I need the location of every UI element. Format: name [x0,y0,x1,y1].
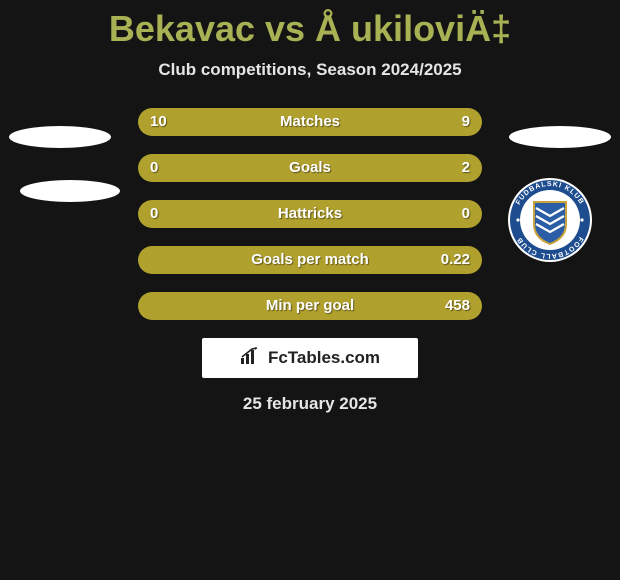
stat-label: Min per goal [138,292,482,320]
stat-row: Min per goal 458 [138,292,482,320]
page-title: Bekavac vs Å ukiloviÄ‡ [0,0,620,50]
stat-label: Matches [138,108,482,136]
right-club-badge: FUDBALSKI KLUB FOOTBALL CLUB [500,178,600,262]
stat-right-value: 9 [462,108,470,136]
brand-text: FcTables.com [268,348,380,368]
left-badge-1 [9,126,111,148]
left-badge-2 [20,180,120,202]
brand-box: FcTables.com [202,338,418,378]
stat-right-value: 2 [462,154,470,182]
right-badge-1 [509,126,611,148]
stat-right-value: 0.22 [441,246,470,274]
stat-right-value: 0 [462,200,470,228]
subtitle: Club competitions, Season 2024/2025 [0,60,620,80]
stat-label: Goals [138,154,482,182]
stat-label: Goals per match [138,246,482,274]
date-label: 25 february 2025 [0,394,620,414]
stat-row: 0 Goals 2 [138,154,482,182]
stat-row: Goals per match 0.22 [138,246,482,274]
stat-row: 10 Matches 9 [138,108,482,136]
stat-row: 0 Hattricks 0 [138,200,482,228]
stat-right-value: 458 [445,292,470,320]
stat-label: Hattricks [138,200,482,228]
chart-icon [240,347,262,370]
